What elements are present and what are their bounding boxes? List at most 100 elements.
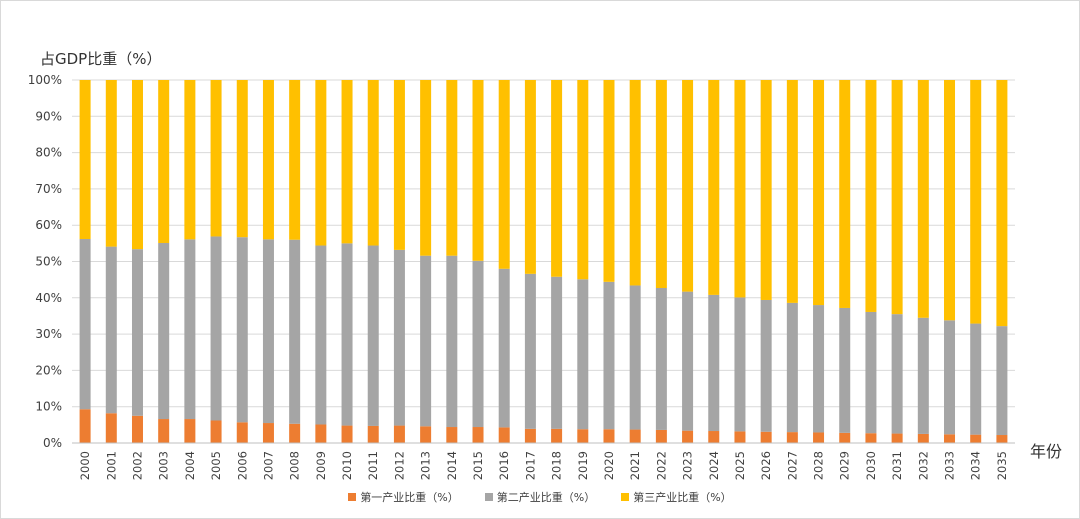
bar-segment-series-2	[472, 80, 484, 261]
bar-segment-series-2	[944, 80, 956, 321]
bar-segment-series-0	[551, 428, 563, 443]
x-tick-label: 2025	[733, 451, 747, 480]
bar-segment-series-1	[891, 314, 903, 434]
bar-segment-series-2	[446, 80, 458, 256]
bar-segment-series-0	[891, 433, 903, 443]
bar-segment-series-0	[498, 427, 510, 443]
legend-swatch-tertiary	[621, 493, 630, 501]
bar-segment-series-0	[236, 422, 248, 443]
bar-segment-series-1	[682, 291, 694, 431]
x-tick-label: 2000	[78, 451, 92, 480]
bar-segment-series-1	[734, 297, 746, 432]
bar-segment-series-0	[184, 419, 196, 443]
bar-segment-series-0	[105, 413, 117, 443]
x-tick-label: 2021	[628, 451, 642, 480]
bar-segment-series-0	[472, 427, 484, 443]
x-tick-label: 2030	[864, 451, 878, 480]
x-tick-label: 2029	[838, 451, 852, 480]
bar-segment-series-2	[917, 80, 929, 318]
bar-segment-series-0	[341, 425, 353, 443]
bar-segment-series-0	[996, 435, 1008, 443]
y-tick-label: 70%	[35, 182, 62, 196]
bar-segment-series-1	[131, 249, 143, 416]
bar-segment-series-1	[917, 317, 929, 434]
bar-segment-series-2	[131, 80, 143, 250]
bar-segment-series-0	[786, 432, 798, 443]
x-tick-label: 2009	[314, 451, 328, 480]
bar-segment-series-0	[420, 426, 432, 443]
bar-segment-series-1	[813, 305, 825, 433]
bar-segment-series-0	[603, 429, 615, 443]
bar-segment-series-2	[236, 80, 248, 238]
bar-segment-series-2	[105, 80, 117, 247]
y-tick-label: 10%	[35, 400, 62, 414]
bar-segment-series-0	[446, 427, 458, 443]
x-tick-label: 2017	[523, 451, 537, 480]
bar-segment-series-1	[262, 239, 274, 424]
bar-segment-series-1	[236, 237, 248, 423]
y-tick-label: 40%	[35, 291, 62, 305]
x-tick-label: 2019	[576, 451, 590, 480]
x-tick-label: 2023	[681, 451, 695, 480]
bar-segment-series-0	[970, 434, 982, 443]
legend-item-secondary: 第二产业比重（%）	[484, 489, 595, 505]
x-tick-label: 2020	[602, 451, 616, 480]
bar-segment-series-1	[603, 281, 615, 430]
y-tick-label: 90%	[35, 109, 62, 123]
bar-segment-series-2	[289, 80, 301, 240]
bar-segment-series-1	[158, 242, 170, 420]
bar-segment-series-2	[420, 80, 432, 256]
y-tick-label: 80%	[35, 146, 62, 160]
bar-segment-series-2	[786, 80, 798, 303]
bar-segment-series-1	[498, 268, 510, 428]
bar-segment-series-0	[315, 424, 327, 443]
x-tick-label: 2003	[157, 451, 171, 480]
x-tick-label: 2033	[943, 451, 957, 480]
y-tick-label: 30%	[35, 327, 62, 341]
x-tick-label: 2026	[759, 451, 773, 480]
bar-segment-series-2	[760, 80, 772, 300]
bar-segment-series-0	[577, 429, 589, 443]
bar-segment-series-1	[996, 326, 1008, 436]
bar-segment-series-0	[131, 415, 143, 443]
bar-segment-series-0	[682, 430, 694, 443]
bar-segment-series-0	[839, 432, 851, 443]
x-tick-label: 2022	[654, 451, 668, 480]
x-tick-label: 2008	[288, 451, 302, 480]
bar-segment-series-0	[708, 431, 720, 443]
bar-segment-series-2	[393, 80, 405, 250]
bar-segment-series-2	[367, 80, 379, 246]
bar-segment-series-0	[760, 431, 772, 443]
x-tick-label: 2015	[471, 451, 485, 480]
x-tick-label: 2007	[261, 451, 275, 480]
bar-segment-series-1	[708, 294, 720, 432]
bar-segment-series-2	[970, 80, 982, 324]
bar-segment-series-1	[420, 255, 432, 427]
bar-segment-series-2	[682, 80, 694, 292]
legend-item-tertiary: 第三产业比重（%）	[621, 489, 732, 505]
bar-segment-series-2	[603, 80, 615, 282]
bar-segment-series-0	[393, 425, 405, 443]
x-tick-label: 2034	[969, 451, 983, 480]
x-tick-label: 2014	[445, 451, 459, 480]
bar-segment-series-2	[210, 80, 222, 237]
x-tick-label: 2016	[497, 451, 511, 480]
bar-segment-series-2	[79, 80, 91, 239]
x-tick-label: 2024	[707, 451, 721, 480]
bar-segment-series-0	[262, 423, 274, 443]
x-tick-label: 2004	[183, 451, 197, 480]
bar-segment-series-1	[524, 273, 536, 429]
bar-segment-series-2	[577, 80, 589, 280]
bar-segment-series-1	[210, 236, 222, 421]
x-tick-label: 2012	[392, 451, 406, 480]
y-tick-label: 60%	[35, 218, 62, 232]
x-tick-label: 2001	[104, 451, 118, 480]
bar-segment-series-0	[865, 433, 877, 443]
x-axis-title: 年份	[1030, 442, 1063, 461]
legend: 第一产业比重（%） 第二产业比重（%） 第三产业比重（%）	[0, 489, 1080, 505]
bar-segment-series-1	[655, 287, 667, 430]
bar-segment-series-1	[367, 245, 379, 426]
bar-segment-series-1	[341, 243, 353, 426]
bar-segment-series-2	[865, 80, 877, 312]
